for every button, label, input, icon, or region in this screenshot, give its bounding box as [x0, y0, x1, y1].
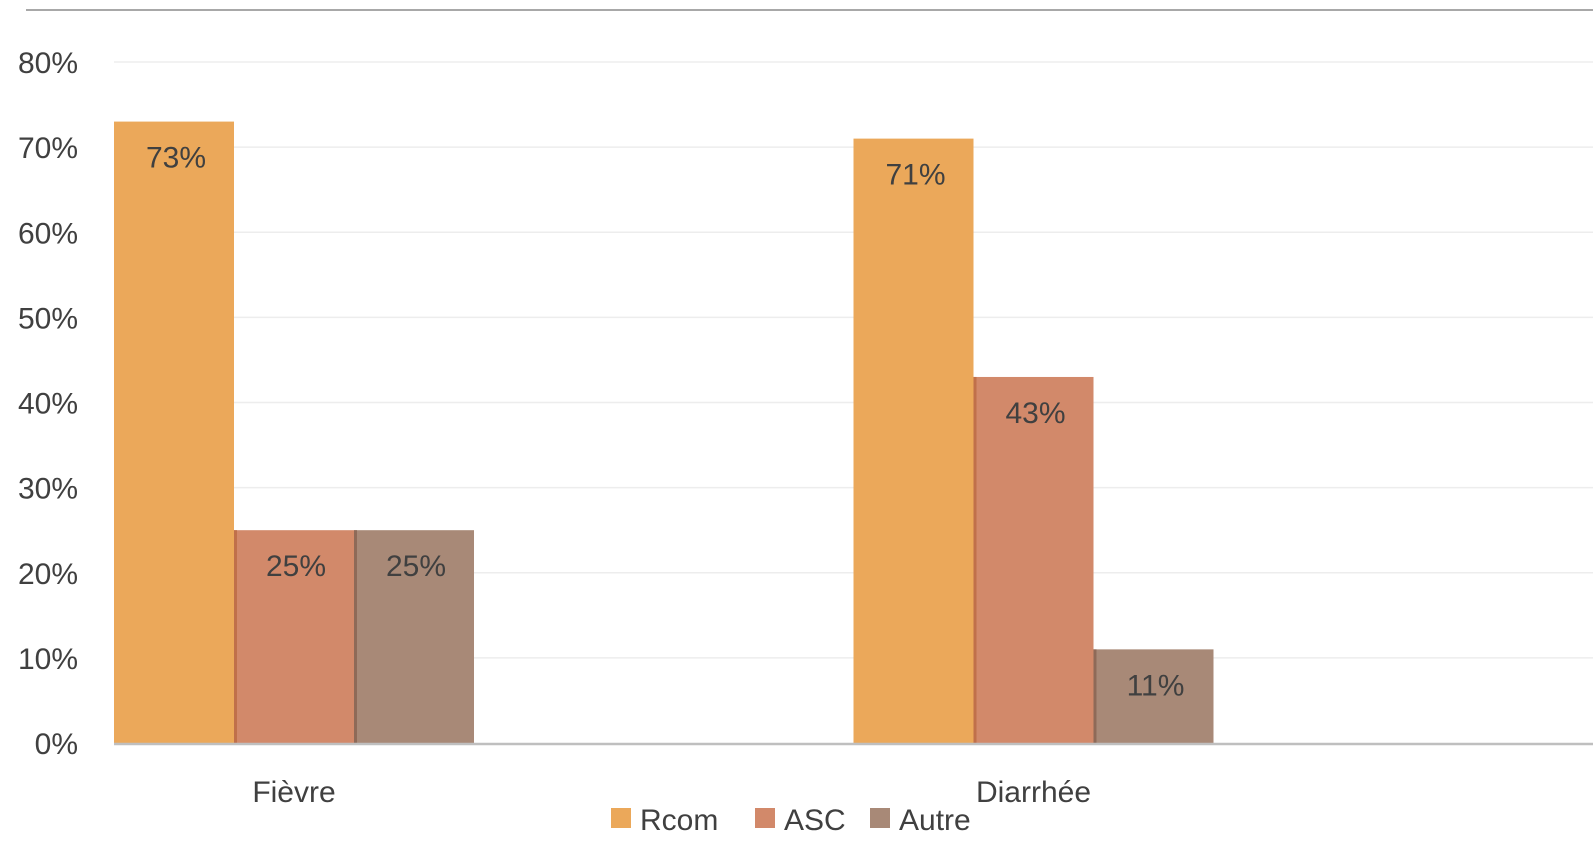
y-tick-label: 40% [18, 388, 78, 421]
bar-rcom [114, 121, 234, 743]
bar-edge [354, 530, 357, 743]
legend-label-autre: Autre [899, 804, 971, 837]
data-label: 11% [1127, 669, 1185, 702]
bar-edge [1093, 649, 1097, 743]
x-tick-label: Diarrhée [976, 776, 1091, 809]
legend-label-asc: ASC [784, 804, 846, 837]
bar-autre [1093, 649, 1214, 743]
legend-swatch-rcom [611, 808, 631, 828]
y-tick-label: 70% [18, 132, 78, 165]
legend-swatch-asc [755, 808, 775, 828]
y-tick-label: 0% [35, 728, 78, 761]
legend-label-rcom: Rcom [640, 804, 718, 837]
bar-rcom [853, 138, 974, 744]
legend-swatch-autre [870, 808, 890, 828]
data-label: 43% [1005, 397, 1065, 430]
y-tick-label: 10% [18, 643, 78, 676]
bar-edge [234, 530, 237, 743]
bar-edge [973, 376, 977, 743]
data-label: 25% [266, 550, 326, 583]
y-tick-label: 20% [18, 558, 78, 591]
data-label: 25% [386, 550, 446, 583]
bar-asc [234, 530, 354, 743]
y-tick-label: 60% [18, 217, 78, 250]
data-label: 71% [885, 159, 945, 192]
x-tick-label: Fièvre [252, 776, 335, 809]
data-label: 73% [146, 142, 206, 175]
y-tick-label: 50% [18, 302, 78, 335]
bar-autre [354, 530, 474, 743]
bar-asc [973, 376, 1094, 743]
y-tick-label: 30% [18, 473, 78, 506]
y-tick-label: 80% [18, 47, 78, 80]
